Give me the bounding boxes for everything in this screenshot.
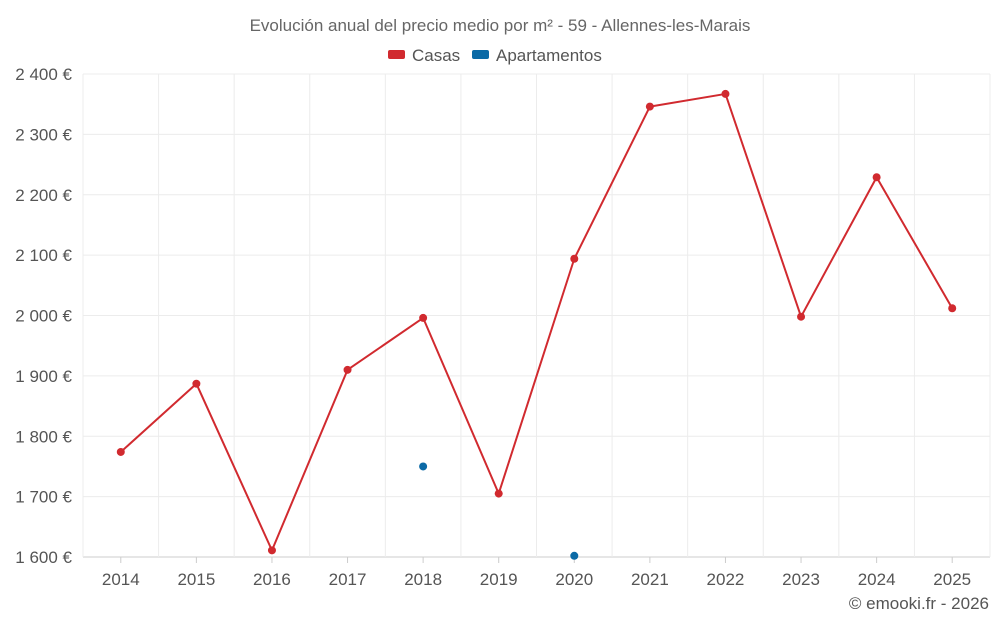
point-apartamentos-2018[interactable] xyxy=(419,462,428,471)
y-tick-label: 2 000 € xyxy=(15,307,72,326)
point-casas-2018[interactable] xyxy=(419,313,428,322)
point-casas-2022[interactable] xyxy=(721,89,730,98)
y-axis-ticks: 1 600 € 1 700 € 1 800 € 1 900 € 2 000 € 2 100… xyxy=(15,65,72,567)
x-tick-label-2014: 2014 xyxy=(102,570,140,589)
point-apartamentos-2020[interactable] xyxy=(570,551,579,560)
y-tick-label: 1 600 € xyxy=(15,548,72,567)
series-apartamentos xyxy=(419,462,579,560)
legend-item-casas[interactable]: Casas xyxy=(388,46,460,65)
legend-swatch-casas xyxy=(388,50,405,59)
y-tick-label: 2 400 € xyxy=(15,65,72,84)
x-tick-label-2022: 2022 xyxy=(707,570,745,589)
x-tick-label-2017: 2017 xyxy=(329,570,367,589)
chart-title: Evolución anual del precio medio por m² … xyxy=(250,16,751,35)
point-casas-2019[interactable] xyxy=(494,489,503,498)
point-casas-2023[interactable] xyxy=(797,312,806,321)
series xyxy=(116,89,957,560)
x-tick-label-2025: 2025 xyxy=(933,570,971,589)
point-casas-2021[interactable] xyxy=(645,102,654,111)
point-casas-2015[interactable] xyxy=(192,379,201,388)
x-tick-label-2023: 2023 xyxy=(782,570,820,589)
legend: Casas Apartamentos xyxy=(388,46,602,65)
point-casas-2016[interactable] xyxy=(267,546,276,555)
y-tick-label: 1 900 € xyxy=(15,367,72,386)
x-tick-label-2019: 2019 xyxy=(480,570,518,589)
point-casas-2020[interactable] xyxy=(570,254,579,263)
x-tick-label-2015: 2015 xyxy=(177,570,215,589)
point-casas-2014[interactable] xyxy=(116,447,125,456)
y-tick-label: 2 200 € xyxy=(15,186,72,205)
point-casas-2024[interactable] xyxy=(872,173,881,182)
legend-item-apartamentos[interactable]: Apartamentos xyxy=(472,46,602,65)
credit: © emooki.fr - 2026 xyxy=(849,594,989,613)
legend-label-casas: Casas xyxy=(412,46,460,65)
y-tick-label: 2 100 € xyxy=(15,246,72,265)
y-tick-label: 1 700 € xyxy=(15,488,72,507)
point-casas-2025[interactable] xyxy=(948,304,957,313)
legend-label-apartamentos: Apartamentos xyxy=(496,46,602,65)
x-tick-label-2024: 2024 xyxy=(858,570,896,589)
legend-swatch-apartamentos xyxy=(472,50,489,59)
x-axis-ticks: 2014 2015 2016 2017 2018 2019 2020 2021 2022 2023… xyxy=(102,557,971,589)
y-tick-label: 2 300 € xyxy=(15,125,72,144)
x-tick-label-2020: 2020 xyxy=(555,570,593,589)
point-casas-2017[interactable] xyxy=(343,365,352,374)
y-tick-label: 1 800 € xyxy=(15,427,72,446)
series-casas xyxy=(116,89,957,555)
x-tick-label-2021: 2021 xyxy=(631,570,669,589)
series-line-casas xyxy=(120,92,954,552)
x-tick-label-2016: 2016 xyxy=(253,570,291,589)
x-tick-label-2018: 2018 xyxy=(404,570,442,589)
grid xyxy=(82,73,991,558)
